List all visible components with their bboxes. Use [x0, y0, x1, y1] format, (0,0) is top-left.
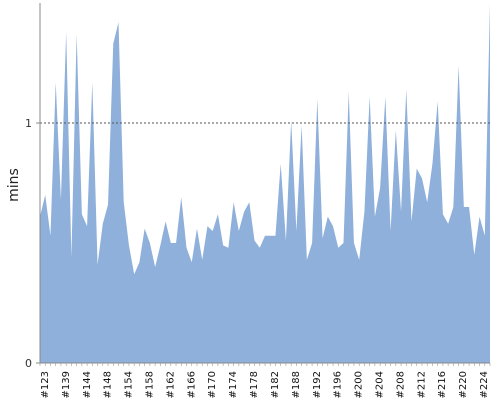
x-tick-label: #123 — [40, 371, 51, 398]
x-tick-label: #154 — [124, 371, 135, 398]
x-tick-label: #174 — [228, 371, 239, 398]
x-tick-label: #148 — [103, 371, 114, 398]
x-tick-label: #224 — [479, 371, 490, 398]
x-tick-label: #182 — [270, 371, 281, 398]
x-tick-label: #200 — [354, 371, 365, 398]
x-tick-label: #196 — [333, 371, 344, 398]
x-tick-label: #192 — [312, 371, 323, 398]
y-axis-label: mins — [6, 168, 22, 202]
x-tick-label: #178 — [249, 371, 260, 398]
x-tick-label: #166 — [186, 371, 197, 398]
x-tick-label: #158 — [145, 371, 156, 398]
x-tick-label: #139 — [61, 371, 72, 398]
x-tick-label: #170 — [207, 371, 218, 398]
x-tick-label: #208 — [395, 371, 406, 398]
x-tick-label: #212 — [416, 371, 427, 398]
x-tick-label: #204 — [375, 371, 386, 398]
area-series — [40, 3, 490, 363]
x-tick-label: #220 — [458, 371, 469, 398]
y-tick-label: 0 — [25, 357, 32, 370]
y-tick-label: 1 — [25, 117, 32, 130]
x-tick-label: #188 — [291, 371, 302, 398]
x-tick-label: #144 — [82, 371, 93, 398]
x-tick-label: #216 — [437, 371, 448, 398]
x-tick-label: #162 — [165, 371, 176, 398]
